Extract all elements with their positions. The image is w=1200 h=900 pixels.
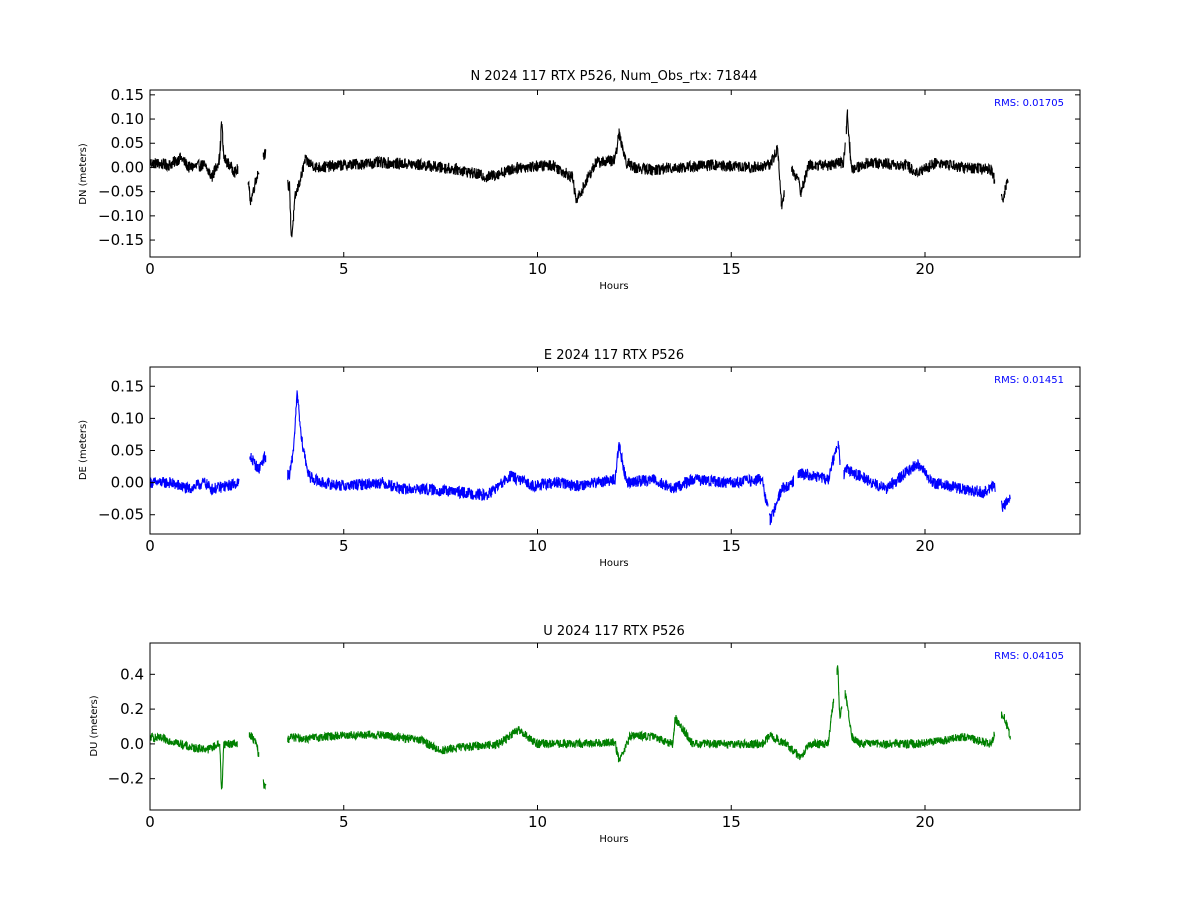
panel-north-plot-area xyxy=(150,109,1009,238)
panel-up-ylabel: DU (meters) xyxy=(89,695,100,756)
panel-up-series-line xyxy=(150,665,1011,790)
panel-east-ytick-label: 0.05 xyxy=(111,442,144,460)
panel-north-xtick-label: 10 xyxy=(528,260,547,278)
panel-north-xtick-label: 20 xyxy=(915,260,934,278)
panel-up-rms-annotation: RMS: 0.04105 xyxy=(994,651,1064,662)
panel-north-xtick-label: 0 xyxy=(145,260,155,278)
panel-up-xtick-label: 0 xyxy=(145,813,155,831)
panel-up-xtick-label: 10 xyxy=(528,813,547,831)
panel-up-frame xyxy=(149,642,1081,811)
panel-north-xtick-label: 15 xyxy=(722,260,741,278)
panel-east-xtick-label: 15 xyxy=(722,537,741,555)
panel-north-ytick-label: −0.05 xyxy=(98,183,144,201)
panel-north-rms-annotation: RMS: 0.01705 xyxy=(994,98,1064,109)
panel-up-clip-group xyxy=(150,665,1011,790)
panel-north: N 2024 117 RTX P526, Num_Obs_rtx: 71844 … xyxy=(78,69,1081,292)
panel-up-ytick-label: 0.2 xyxy=(120,700,144,718)
panel-east-ytick-label: −0.05 xyxy=(98,506,144,524)
panel-north-ytick-label: 0.05 xyxy=(111,134,144,152)
panel-north-frame xyxy=(149,89,1081,258)
panel-up-title: U 2024 117 RTX P526 xyxy=(543,624,685,639)
panel-up-xtick-label: 15 xyxy=(722,813,741,831)
panel-north-ytick-label: 0.15 xyxy=(111,86,144,104)
panel-up-ytick-label: 0.0 xyxy=(120,735,144,753)
panel-up-plot-area xyxy=(150,665,1011,790)
panel-east-series-line xyxy=(150,390,1011,526)
panel-east-rms-annotation: RMS: 0.01451 xyxy=(994,375,1064,386)
panel-north-ytick-label: 0.10 xyxy=(111,110,144,128)
panel-north-ylabel: DN (meters) xyxy=(78,143,89,205)
panel-east-xtick-label: 10 xyxy=(528,537,547,555)
panel-east-clip-group xyxy=(150,390,1011,526)
panel-up: U 2024 117 RTX P526 DU (meters) Hours RM… xyxy=(89,624,1081,845)
panel-north-ytick-label: 0.00 xyxy=(111,158,144,176)
panel-east-xlabel: Hours xyxy=(599,558,628,569)
panel-up-xtick-label: 5 xyxy=(339,813,349,831)
panel-east-title: E 2024 117 RTX P526 xyxy=(544,348,684,363)
panel-north-xlabel: Hours xyxy=(599,281,628,292)
panel-up-xlabel: Hours xyxy=(599,834,628,845)
panel-east-plot-area xyxy=(150,390,1011,526)
panel-up-xtick-label: 20 xyxy=(915,813,934,831)
panel-up-ytick-label: 0.4 xyxy=(120,665,144,683)
panel-east-axes: 0 5 10 15 20 −0.05 0.00 0.05 0.10 0.15 xyxy=(98,366,1081,555)
panel-east-ytick-label: 0.10 xyxy=(111,409,144,427)
panel-north-clip-group xyxy=(150,109,1009,238)
panel-east-xtick-label: 0 xyxy=(145,537,155,555)
panel-east-ylabel: DE (meters) xyxy=(78,420,89,480)
panel-east-ytick-label: 0.00 xyxy=(111,474,144,492)
panel-north-ytick-label: −0.10 xyxy=(98,207,144,225)
panel-north-xtick-label: 5 xyxy=(339,260,349,278)
panel-up-axes: 0 5 10 15 20 −0.2 0.0 0.2 0.4 xyxy=(108,642,1081,831)
panel-east-xtick-label: 5 xyxy=(339,537,349,555)
panel-up-ytick-label: −0.2 xyxy=(108,770,144,788)
panel-east: E 2024 117 RTX P526 DE (meters) Hours RM… xyxy=(78,348,1081,569)
panel-north-axes: 0 5 10 15 20 −0.15 −0.10 −0.05 0.00 0.05 0.10 0.15 xyxy=(98,86,1081,278)
panel-east-xtick-label: 20 xyxy=(915,537,934,555)
panel-east-ytick-label: 0.15 xyxy=(111,377,144,395)
panel-north-title: N 2024 117 RTX P526, Num_Obs_rtx: 71844 xyxy=(471,69,758,84)
panel-north-series-line xyxy=(150,109,1009,238)
panel-north-ytick-label: −0.15 xyxy=(98,231,144,249)
